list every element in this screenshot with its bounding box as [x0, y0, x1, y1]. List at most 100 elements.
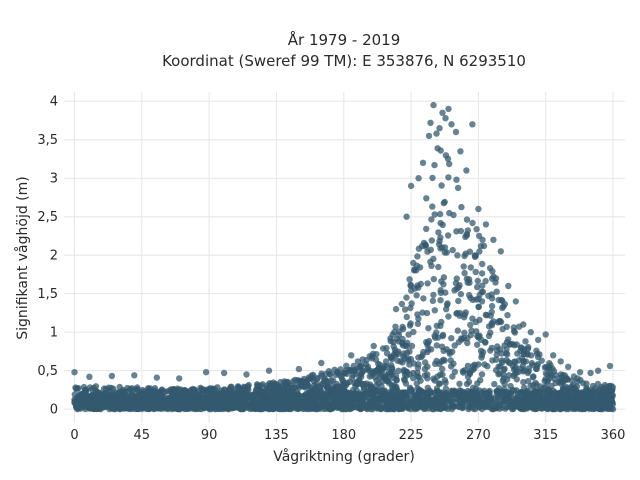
scatter-point — [460, 388, 467, 396]
scatter-point — [479, 260, 486, 268]
scatter-point — [278, 404, 286, 411]
y-tick-label: 2 — [50, 249, 58, 264]
scatter-point — [407, 182, 415, 190]
scatter-point — [439, 332, 446, 340]
scatter-point — [443, 301, 451, 309]
scatter-point — [238, 404, 245, 411]
scatter-point — [497, 317, 504, 325]
x-tick-label: 45 — [134, 428, 151, 443]
scatter-point — [428, 237, 435, 244]
scatter-point — [355, 403, 363, 411]
scatter-point — [483, 390, 491, 397]
scatter-point — [435, 263, 442, 271]
scatter-point — [400, 376, 408, 383]
scatter-point — [463, 380, 471, 388]
scatter-point — [415, 361, 422, 368]
scatter-point — [462, 250, 469, 257]
scatter-point — [406, 371, 413, 378]
scatter-point — [100, 385, 108, 392]
scatter-point — [257, 401, 265, 408]
scatter-point — [410, 328, 417, 336]
scatter-point — [576, 369, 584, 376]
scatter-point — [441, 377, 449, 384]
scatter-point — [479, 288, 487, 296]
scatter-point — [404, 355, 411, 362]
scatter-point — [430, 255, 437, 263]
scatter-point — [467, 264, 474, 271]
scatter-point — [415, 393, 422, 400]
scatter-point — [478, 298, 486, 305]
scatter-point — [218, 392, 225, 399]
scatter-point — [485, 332, 493, 340]
scatter-point — [473, 226, 480, 233]
scatter-point — [464, 227, 471, 234]
scatter-point — [365, 403, 373, 410]
scatter-point — [536, 351, 543, 358]
y-tick-label: 2,5 — [37, 210, 58, 225]
scatter-point — [265, 367, 273, 374]
scatter-point — [454, 184, 462, 192]
scatter-point — [303, 396, 310, 404]
scatter-point — [248, 405, 256, 412]
scatter-point — [134, 386, 141, 393]
scatter-point — [481, 361, 488, 368]
scatter-point — [322, 370, 329, 378]
scatter-point — [490, 236, 497, 243]
scatter-point — [461, 269, 468, 277]
x-tick-label: 315 — [533, 428, 558, 443]
scatter-point — [285, 401, 292, 408]
y-tick-label: 0,5 — [37, 364, 58, 379]
scatter-point — [504, 312, 511, 319]
scatter-point — [472, 268, 479, 276]
scatter-point — [447, 357, 454, 364]
scatter-point — [347, 402, 354, 409]
scatter-point — [121, 403, 128, 410]
scatter-point — [563, 375, 570, 382]
scatter-point — [373, 351, 380, 358]
scatter-point — [110, 402, 117, 410]
scatter-point — [482, 221, 490, 228]
scatter-point — [138, 398, 145, 405]
scatter-point — [493, 351, 500, 358]
scatter-point — [482, 277, 489, 285]
scatter-point — [448, 335, 455, 342]
scatter-point — [547, 370, 554, 378]
scatter-point — [272, 389, 280, 396]
scatter-point — [499, 325, 506, 333]
scatter-point — [302, 404, 310, 411]
scatter-point — [394, 399, 402, 406]
scatter-point — [520, 350, 528, 357]
scatter-point — [408, 287, 415, 294]
scatter-point — [509, 340, 516, 348]
scatter-point — [433, 322, 440, 329]
scatter-point — [478, 371, 486, 378]
scatter-point — [512, 399, 519, 407]
scatter-point — [430, 389, 438, 396]
scatter-point — [312, 397, 319, 404]
scatter-point — [372, 403, 380, 410]
scatter-point — [424, 280, 431, 287]
scatter-point — [424, 375, 431, 382]
scatter-point — [420, 348, 427, 356]
scatter-point — [239, 392, 246, 399]
scatter-point — [456, 309, 464, 317]
scatter-point — [387, 335, 394, 342]
scatter-point — [386, 401, 394, 408]
scatter-point — [446, 397, 453, 405]
scatter-point — [392, 323, 399, 330]
scatter-point — [467, 389, 475, 397]
scatter-point — [337, 396, 344, 404]
scatter-point — [476, 404, 483, 411]
scatter-point — [81, 400, 88, 408]
scatter-point — [227, 383, 234, 391]
scatter-point — [513, 376, 520, 383]
scatter-point — [366, 353, 373, 360]
scatter-point — [471, 364, 478, 372]
scatter-point — [348, 352, 355, 359]
scatter-point — [165, 403, 172, 411]
scatter-point — [407, 397, 414, 404]
scatter-point — [404, 403, 411, 410]
scatter-point — [581, 401, 589, 408]
scatter-point — [440, 281, 447, 288]
